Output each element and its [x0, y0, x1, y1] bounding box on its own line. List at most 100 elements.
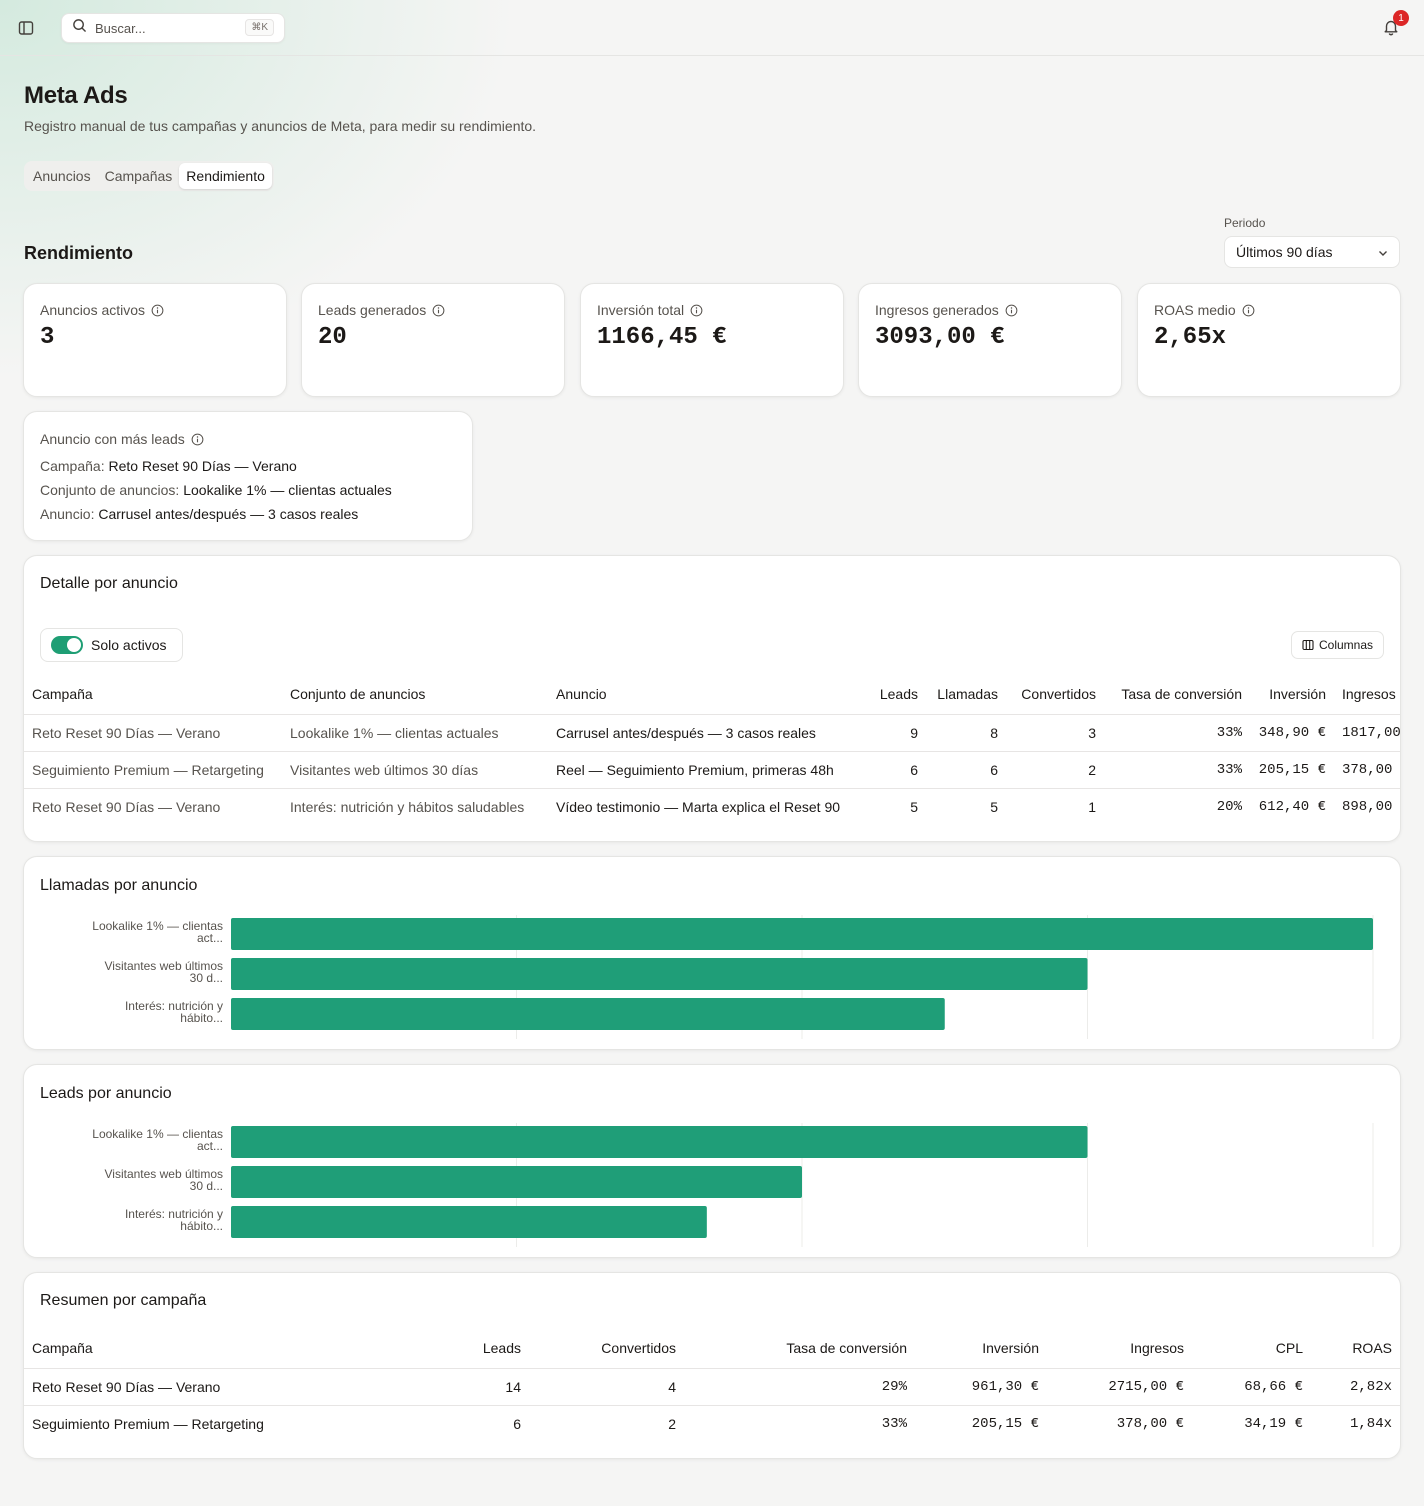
- tab-anuncios[interactable]: Anuncios: [33, 168, 91, 184]
- solo-activos-toggle[interactable]: Solo activos: [40, 628, 183, 662]
- cell-calls: 6: [926, 750, 1006, 788]
- bar: [231, 958, 1088, 990]
- cell-campaign: Reto Reset 90 Días — Verano: [24, 787, 282, 825]
- summary-table: Campaña Leads Convertidos Tasa de conver…: [24, 1328, 1400, 1442]
- sidebar-toggle-icon[interactable]: [16, 18, 36, 38]
- calls-chart-card: Llamadas por anuncio Lookalike 1% — clie…: [23, 856, 1401, 1050]
- category-label: act...: [197, 1139, 223, 1153]
- cell-revenue: 1817,00 €: [1334, 713, 1400, 751]
- table-row[interactable]: Reto Reset 90 Días — Verano 14 4 29% 961…: [24, 1367, 1400, 1405]
- cell-roas: 1,84x: [1311, 1404, 1400, 1442]
- cell-ad: Reel — Seguimiento Premium, primeras 48h: [548, 750, 866, 788]
- column-header[interactable]: Leads: [879, 685, 918, 702]
- search-input[interactable]: Buscar... ⌘K: [61, 13, 285, 43]
- info-icon[interactable]: [1242, 304, 1255, 317]
- columns-icon: [1302, 639, 1314, 651]
- column-header[interactable]: Anuncio: [556, 685, 607, 702]
- info-icon[interactable]: [191, 433, 204, 446]
- cell-calls: 8: [926, 713, 1006, 751]
- column-header[interactable]: Tasa de conversión: [786, 1339, 907, 1356]
- section-title: Rendimiento: [24, 243, 134, 263]
- kpi-label: ROAS medio: [1154, 302, 1236, 318]
- column-header[interactable]: Ingresos: [1342, 685, 1396, 702]
- column-header[interactable]: Leads: [482, 1339, 521, 1356]
- table-row[interactable]: Seguimiento Premium — Retargeting 6 2 33…: [24, 1404, 1400, 1442]
- category-label: hábito...: [180, 1011, 223, 1025]
- top-ad-campaign: Campaña: Reto Reset 90 Días — Verano: [40, 458, 297, 474]
- cell-cpl: 68,66 €: [1192, 1367, 1311, 1405]
- columns-button[interactable]: Columnas: [1291, 631, 1384, 659]
- top-bar: Buscar... ⌘K 1: [0, 0, 1424, 56]
- cell-investment: 961,30 €: [915, 1367, 1047, 1405]
- cell-campaign: Reto Reset 90 Días — Verano: [24, 713, 282, 751]
- column-header[interactable]: CPL: [1275, 1339, 1303, 1356]
- table-row[interactable]: Reto Reset 90 Días — Verano Interés: nut…: [24, 787, 1400, 825]
- label: Campaña:: [40, 458, 105, 474]
- cell-adset: Interés: nutrición y hábitos saludables: [282, 787, 548, 825]
- category-label: 30 d...: [190, 971, 223, 985]
- cell-leads: 6: [866, 750, 926, 788]
- tab-campanas[interactable]: Campañas: [104, 168, 173, 184]
- cell-converted: 2: [1006, 750, 1104, 788]
- column-header[interactable]: Convertidos: [1021, 685, 1096, 702]
- cell-revenue: 898,00 €: [1334, 787, 1400, 825]
- info-icon[interactable]: [151, 304, 164, 317]
- cell-converted: 4: [529, 1367, 684, 1405]
- cell-revenue: 378,00 €: [1047, 1404, 1192, 1442]
- column-header[interactable]: Inversión: [982, 1339, 1039, 1356]
- category-label: Interés: nutrición y: [125, 999, 223, 1013]
- tab-rendimiento[interactable]: Rendimiento: [179, 163, 272, 189]
- toggle-label: Solo activos: [91, 637, 167, 653]
- period-select[interactable]: Últimos 90 días: [1224, 236, 1400, 268]
- column-header[interactable]: Campaña: [32, 1339, 93, 1356]
- category-label: hábito...: [180, 1219, 223, 1233]
- cell-converted: 3: [1006, 713, 1104, 751]
- cell-roas: 2,82x: [1311, 1367, 1400, 1405]
- kpi-card-roas: ROAS medio 2,65x: [1137, 283, 1401, 397]
- bar: [231, 998, 945, 1030]
- cell-campaign: Seguimiento Premium — Retargeting: [24, 1404, 394, 1442]
- cell-conversion-rate: 29%: [684, 1367, 915, 1405]
- column-header[interactable]: Ingresos: [1130, 1339, 1184, 1356]
- cell-converted: 1: [1006, 787, 1104, 825]
- cell-conversion-rate: 33%: [684, 1404, 915, 1442]
- column-header[interactable]: Conjunto de anuncios: [290, 685, 426, 702]
- table-row[interactable]: Seguimiento Premium — Retargeting Visita…: [24, 750, 1400, 788]
- cell-leads: 5: [866, 787, 926, 825]
- top-ad-title: Anuncio con más leads: [40, 431, 185, 447]
- columns-label: Columnas: [1318, 638, 1374, 652]
- table-row[interactable]: Reto Reset 90 Días — Verano Lookalike 1%…: [24, 713, 1400, 751]
- cell-adset: Visitantes web últimos 30 días: [282, 750, 548, 788]
- cell-adset: Lookalike 1% — clientas actuales: [282, 713, 548, 751]
- cell-campaign: Reto Reset 90 Días — Verano: [24, 1367, 394, 1405]
- kpi-label: Inversión total: [597, 302, 685, 318]
- value: Lookalike 1% — clientas actuales: [183, 482, 392, 498]
- cell-campaign: Seguimiento Premium — Retargeting: [24, 750, 282, 788]
- chart-title: Llamadas por anuncio: [40, 877, 198, 894]
- column-header[interactable]: Convertidos: [601, 1339, 676, 1356]
- toggle-switch[interactable]: [51, 636, 83, 654]
- info-icon[interactable]: [690, 304, 703, 317]
- notification-badge: 1: [1393, 10, 1409, 26]
- kpi-value: 3093,00 €: [875, 324, 1005, 351]
- column-header[interactable]: Llamadas: [937, 685, 998, 702]
- kpi-card-leads: Leads generados 20: [301, 283, 565, 397]
- info-icon[interactable]: [432, 304, 445, 317]
- kpi-value: 1166,45 €: [597, 324, 727, 351]
- cell-conversion-rate: 33%: [1104, 750, 1250, 788]
- cell-ad: Vídeo testimonio — Marta explica el Rese…: [548, 787, 866, 825]
- column-header[interactable]: Tasa de conversión: [1121, 685, 1242, 702]
- column-header[interactable]: Campaña: [32, 685, 93, 702]
- column-header[interactable]: Inversión: [1269, 685, 1326, 702]
- cell-investment: 205,15 €: [915, 1404, 1047, 1442]
- detail-card: Detalle por anuncio Solo activos Columna…: [23, 555, 1401, 842]
- cell-investment: 205,15 €: [1250, 750, 1334, 788]
- label: Conjunto de anuncios:: [40, 482, 180, 498]
- category-label: act...: [197, 931, 223, 945]
- page-subtitle: Registro manual de tus campañas y anunci…: [24, 118, 537, 134]
- bar: [231, 1166, 802, 1198]
- info-icon[interactable]: [1005, 304, 1018, 317]
- category-label: Visitantes web últimos: [105, 1167, 224, 1181]
- column-header[interactable]: ROAS: [1352, 1339, 1392, 1356]
- cell-calls: 5: [926, 787, 1006, 825]
